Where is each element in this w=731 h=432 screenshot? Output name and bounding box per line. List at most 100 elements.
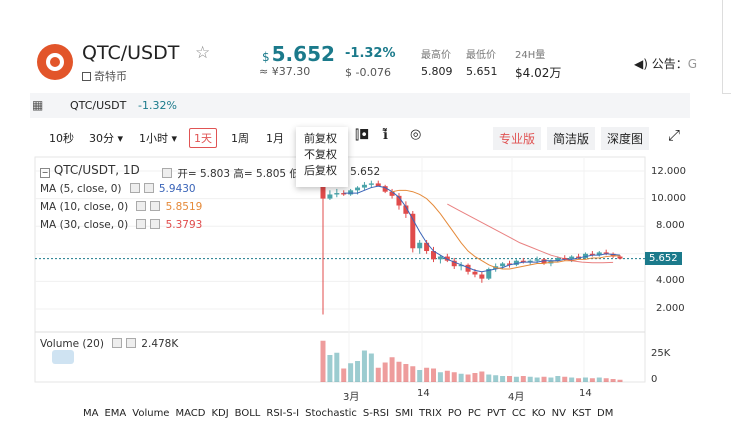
candle-body <box>355 187 361 191</box>
volume-bar <box>431 368 437 382</box>
indicator-cc[interactable]: CC <box>511 408 526 419</box>
dropdown-item-forward[interactable]: 前复权 <box>304 132 337 145</box>
volume-bar <box>355 361 361 382</box>
ma30-value: 5.3793 <box>165 219 203 231</box>
change-value: $ -0.076 <box>345 66 391 79</box>
indicator-trix[interactable]: TRIX <box>419 408 442 419</box>
indicator-ema[interactable]: EMA <box>104 408 127 419</box>
indicator-kst[interactable]: KST <box>572 408 592 419</box>
volume-bar <box>493 375 499 382</box>
volume-value: 2.478K <box>141 338 179 350</box>
indicator-smi[interactable]: SMI <box>395 408 414 419</box>
volume-bar <box>520 376 526 382</box>
dropdown-item-none[interactable]: 不复权 <box>304 148 337 161</box>
candle-body <box>603 252 609 254</box>
eye-icon[interactable] <box>129 183 140 193</box>
candle-body <box>403 205 409 214</box>
candle-type-icon[interactable]: ⫿◘ <box>355 128 370 143</box>
adjust-dropdown: 前复权 不复权 后复权 <box>296 127 348 187</box>
mode-depth[interactable]: 深度图 <box>601 127 650 150</box>
interval-1w[interactable]: 1周 <box>231 132 249 145</box>
interval-10s[interactable]: 10秒 <box>49 132 74 145</box>
candle-body <box>527 260 533 263</box>
candle-body <box>451 260 457 267</box>
dropdown-item-backward[interactable]: 后复权 <box>304 164 337 177</box>
candle-body <box>389 191 395 196</box>
indicator-po[interactable]: PO <box>447 408 462 419</box>
candle-body <box>555 257 561 261</box>
chart-icon[interactable] <box>52 350 74 364</box>
close-icon[interactable] <box>150 201 161 211</box>
indicator-s-rsi[interactable]: S-RSI <box>362 408 390 419</box>
candle-body <box>541 259 547 264</box>
interval-30m[interactable]: 30分 ▾ <box>89 132 124 145</box>
candle-body <box>320 184 326 199</box>
volume-bar <box>403 364 409 382</box>
interval-1h[interactable]: 1小时 ▾ <box>139 132 178 145</box>
grid-icon[interactable]: ▦ <box>32 98 44 112</box>
pair-bar <box>30 93 690 118</box>
ma5-label: MA (5, close, 0) <box>40 183 122 195</box>
ma10-value: 5.8519 <box>165 201 203 213</box>
indicator-kdj[interactable]: KDJ <box>211 408 229 419</box>
high-value: 5.809 <box>421 65 453 78</box>
interval-1d[interactable]: 1天 <box>189 128 217 148</box>
bar-pair[interactable]: QTC/USDT <box>70 99 127 112</box>
ma5-line <box>343 185 621 273</box>
indicator-macd[interactable]: MACD <box>175 408 206 419</box>
indicator-icon[interactable]: ℹ͌ <box>383 128 388 143</box>
volume-bar <box>417 370 423 382</box>
indicator-pvt[interactable]: PVT <box>486 408 506 419</box>
legend-pair: QTC/USDT, 1D <box>53 163 140 177</box>
ma10-legend: MA (10, close, 0) 5.8519 <box>40 201 202 213</box>
chart-legend-title: − QTC/USDT, 1D <box>40 163 140 178</box>
eye-icon[interactable] <box>111 338 122 348</box>
close-icon[interactable] <box>150 219 161 229</box>
price-cny: ≈ ¥37.30 <box>259 65 311 78</box>
candle-body <box>458 264 464 267</box>
indicator-ko[interactable]: KO <box>531 408 546 419</box>
volume-bar <box>500 376 506 382</box>
eye-icon[interactable] <box>162 168 172 178</box>
indicator-stochastic[interactable]: Stochastic <box>305 408 357 419</box>
candle-body <box>472 271 478 275</box>
notice-link[interactable]: ◀) 公告：G <box>634 57 698 71</box>
pair-title: QTC/USDT <box>82 42 180 64</box>
y-tick-12: 12.000 <box>651 166 686 177</box>
favorite-star-icon[interactable]: ☆ <box>195 43 211 63</box>
indicator-dm[interactable]: DM <box>597 408 614 419</box>
settings-icon[interactable]: ◎ <box>410 127 422 142</box>
candle-body <box>396 195 402 206</box>
volume-bar <box>444 370 450 382</box>
eye-icon[interactable] <box>136 201 147 211</box>
coin-name-label: 奇特币 <box>94 70 127 83</box>
eye-icon[interactable] <box>136 219 147 229</box>
indicator-volume[interactable]: Volume <box>132 408 170 419</box>
volume-bar <box>576 378 582 382</box>
ma5-legend: MA (5, close, 0) 5.9430 <box>40 183 196 195</box>
volume-bar <box>389 357 395 382</box>
candle-body <box>610 253 616 257</box>
y-tick-10: 10.000 <box>651 193 686 204</box>
indicator-pc[interactable]: PC <box>467 408 481 419</box>
close-icon[interactable] <box>125 338 136 348</box>
vol-label: 24H量 <box>515 50 546 61</box>
indicator-boll[interactable]: BOLL <box>234 408 261 419</box>
mode-simple[interactable]: 简洁版 <box>547 127 596 150</box>
volume-bar <box>375 367 381 382</box>
candle-body <box>486 268 492 279</box>
legend-close: = 5.652 <box>338 166 381 178</box>
indicator-rsi-s-i[interactable]: RSI-S-I <box>266 408 300 419</box>
close-icon[interactable] <box>143 183 154 193</box>
indicator-ma[interactable]: MA <box>83 408 99 419</box>
interval-1mo[interactable]: 1月 <box>266 132 284 145</box>
candle-body <box>437 256 443 260</box>
collapse-icon[interactable]: − <box>40 168 50 178</box>
candle-body <box>417 242 423 249</box>
mode-pro[interactable]: 专业版 <box>493 127 542 150</box>
indicator-nv[interactable]: NV <box>551 408 566 419</box>
fullscreen-icon[interactable]: ⤢ <box>668 126 681 144</box>
speaker-icon: ◀) <box>634 57 648 71</box>
volume-bar <box>548 377 554 382</box>
